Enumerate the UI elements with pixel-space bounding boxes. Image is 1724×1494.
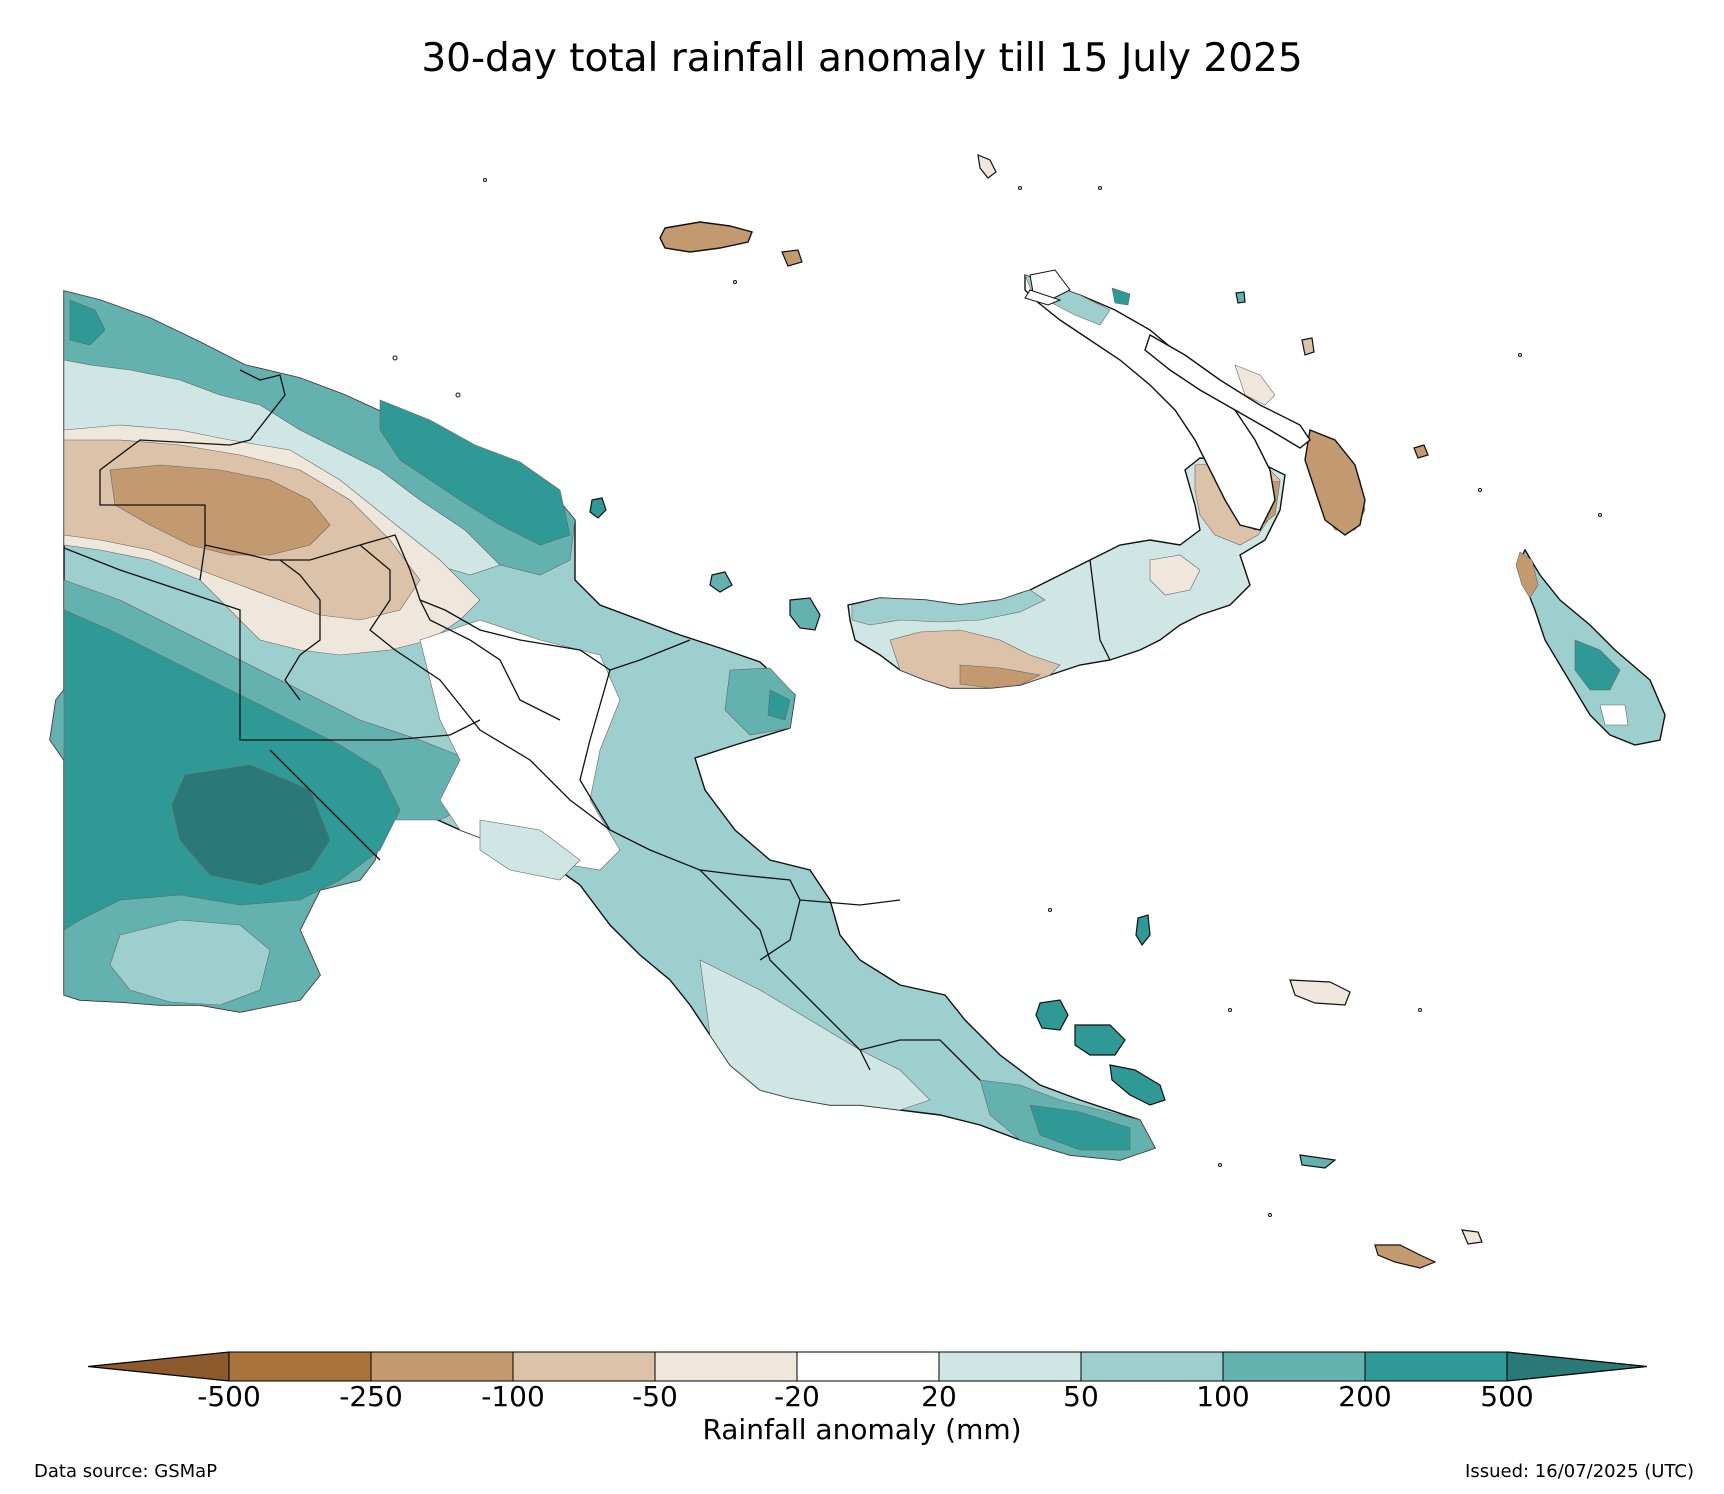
rossel-island: [1374, 1244, 1437, 1269]
colorbar-segment: [1364, 1351, 1508, 1382]
anomaly-500-huon: [767, 689, 791, 721]
colorbar-over-arrow: [1506, 1351, 1648, 1382]
anomaly-neutral-southeast: [699, 959, 931, 1111]
anomaly-200-huon: [724, 667, 796, 736]
normanby-island: [1109, 1064, 1166, 1106]
colorbar-segment: [796, 1351, 940, 1382]
colorbar-segment: [1222, 1351, 1366, 1382]
colorbar-segment: [654, 1351, 798, 1382]
bougainville: [1515, 548, 1666, 746]
anomaly-light-southcentral: [479, 819, 581, 881]
emirau-island: [1024, 289, 1062, 306]
map-title: 30-day total rainfall anomaly till 15 Ju…: [421, 36, 1303, 81]
anomaly-20-bougainville-south: [1599, 704, 1629, 726]
small-islets: [392, 178, 1602, 1217]
anomaly-100-new-britain-north: [851, 589, 1046, 626]
karkar-island: [589, 497, 607, 519]
mainland-anomaly-fills: [49, 290, 1156, 1161]
anomaly-neg100-highlands: [109, 464, 331, 556]
manus-islet: [781, 249, 803, 267]
province-boundaries-mainland: [63, 369, 981, 1081]
new-britain-province-boundary: [1089, 559, 1111, 661]
umboi-island: [789, 597, 821, 631]
new-ireland-south-bulk: [1304, 429, 1366, 536]
tabar-island: [1301, 337, 1315, 356]
new-ireland-neck: [1144, 333, 1311, 449]
colorbar-segment: [228, 1351, 372, 1382]
mussau-island: [977, 154, 997, 179]
anomaly-200-bougainville: [1574, 639, 1621, 691]
goodenough-island: [1035, 999, 1069, 1031]
anomaly-neg20-central-nb: [1149, 554, 1201, 596]
fergusson-island: [1074, 1024, 1126, 1056]
rossel-islet: [1461, 1229, 1483, 1245]
colorbar-segment: [1080, 1351, 1224, 1382]
colorbar-segment: [370, 1351, 514, 1382]
colorbar-label: Rainfall anomaly (mm): [702, 1413, 1022, 1446]
colorbar-segment: [512, 1351, 656, 1382]
long-island: [709, 571, 733, 593]
manus-island: [659, 221, 753, 253]
anomaly-neg50-bougainville-north: [1515, 551, 1539, 599]
rooke-island: [1029, 269, 1071, 301]
colorbar: [87, 1351, 1648, 1382]
feni-island: [1235, 291, 1246, 304]
woodlark-island: [1289, 979, 1351, 1006]
trobriand-island: [1135, 914, 1151, 947]
data-source-note: Data source: GSMaP: [34, 1461, 218, 1482]
misima-island: [1299, 1154, 1337, 1169]
new-ireland-base: [1024, 273, 1276, 531]
anomaly-50-south-coast: [109, 919, 271, 1006]
lihir-island: [1413, 444, 1429, 459]
anomaly-neg100-new-britain-south: [959, 664, 1041, 689]
issued-date-note: Issued: 16/07/2025 (UTC): [1465, 1461, 1694, 1482]
anomaly-500-southwest: [171, 764, 331, 886]
colorbar-segment: [938, 1351, 1082, 1382]
colorbar-under-arrow: [87, 1351, 230, 1382]
anomaly-500-northwest: [69, 299, 106, 346]
new-britain: [847, 457, 1286, 689]
anomaly-500-new-ireland-tip: [1111, 287, 1131, 306]
anomaly-500-north-coast: [379, 399, 571, 546]
anomaly-200-southeast-tip: [1029, 1104, 1131, 1151]
